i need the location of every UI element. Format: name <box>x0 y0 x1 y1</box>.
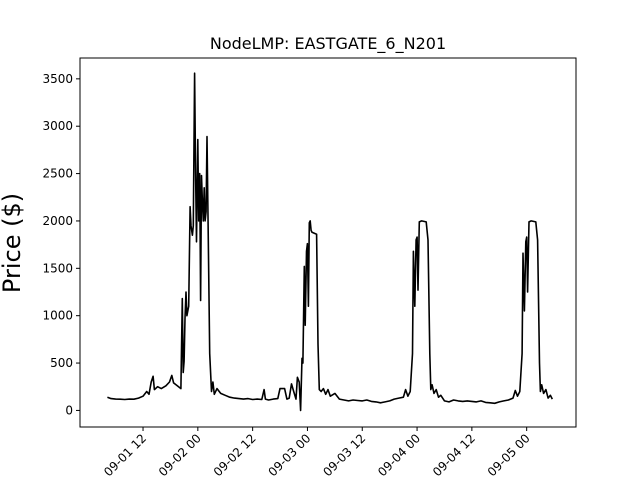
y-tick-label: 1000 <box>42 309 73 323</box>
y-tick-label: 3500 <box>42 72 73 86</box>
plot-frame <box>79 57 577 428</box>
chart-title: NodeLMP: EASTGATE_6_N201 <box>210 34 446 54</box>
y-tick-label: 2500 <box>42 167 73 181</box>
y-axis-label: Price ($) <box>0 193 26 293</box>
y-tick-label: 500 <box>50 356 73 370</box>
price-series-line <box>107 72 554 412</box>
y-tick-label: 0 <box>65 403 73 417</box>
y-tick-label: 2000 <box>42 214 73 228</box>
y-tick-label: 3000 <box>42 119 73 133</box>
y-tick-label: 1500 <box>42 261 73 275</box>
y-axis-ticks: 0 500 1000 1500 2000 2500 3000 3500 <box>42 72 80 417</box>
